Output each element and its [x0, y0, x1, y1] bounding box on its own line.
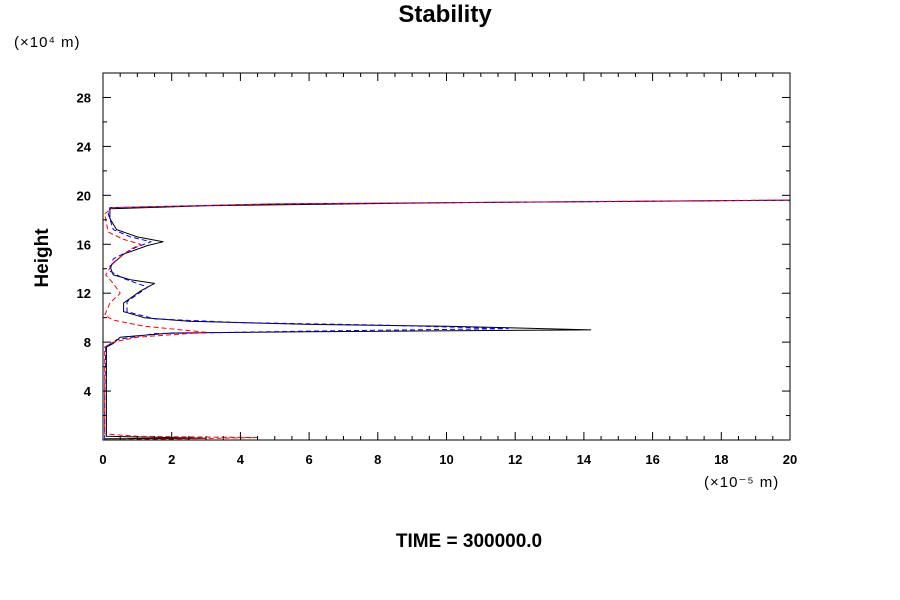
y-tick-label: 28 [77, 90, 91, 105]
y-tick-label: 16 [77, 237, 91, 252]
x-tick-label: 0 [99, 452, 106, 467]
plot-frame [102, 72, 791, 441]
time-label: TIME = 300000.0 [395, 531, 543, 552]
x-tick-label: 2 [168, 452, 175, 467]
y-tick-label: 20 [77, 188, 91, 203]
y-tick-label: 8 [84, 335, 91, 350]
series-line-3 [104, 199, 791, 441]
y-tick-label: 24 [77, 139, 92, 154]
x-unit-label: (×10⁻⁵ m) [704, 474, 780, 491]
y-tick-label: 12 [77, 286, 91, 301]
x-tick-label: 4 [237, 452, 245, 467]
x-tick-label: 8 [374, 452, 381, 467]
y-tick-label: 4 [84, 384, 92, 399]
series-layer [102, 73, 791, 441]
chart-title: Stability [398, 1, 492, 28]
x-tick-label: 16 [645, 452, 659, 467]
x-tick-label: 14 [577, 452, 592, 467]
x-tick-label: 10 [439, 452, 453, 467]
series-line-1 [104, 199, 791, 440]
x-tick-label: 18 [714, 452, 728, 467]
y-unit-label: (×10⁴ m) [14, 34, 81, 51]
series-line-0 [104, 199, 791, 440]
x-tick-label: 6 [305, 452, 312, 467]
x-tick-label: 12 [508, 452, 522, 467]
x-tick-label: 20 [783, 452, 797, 467]
